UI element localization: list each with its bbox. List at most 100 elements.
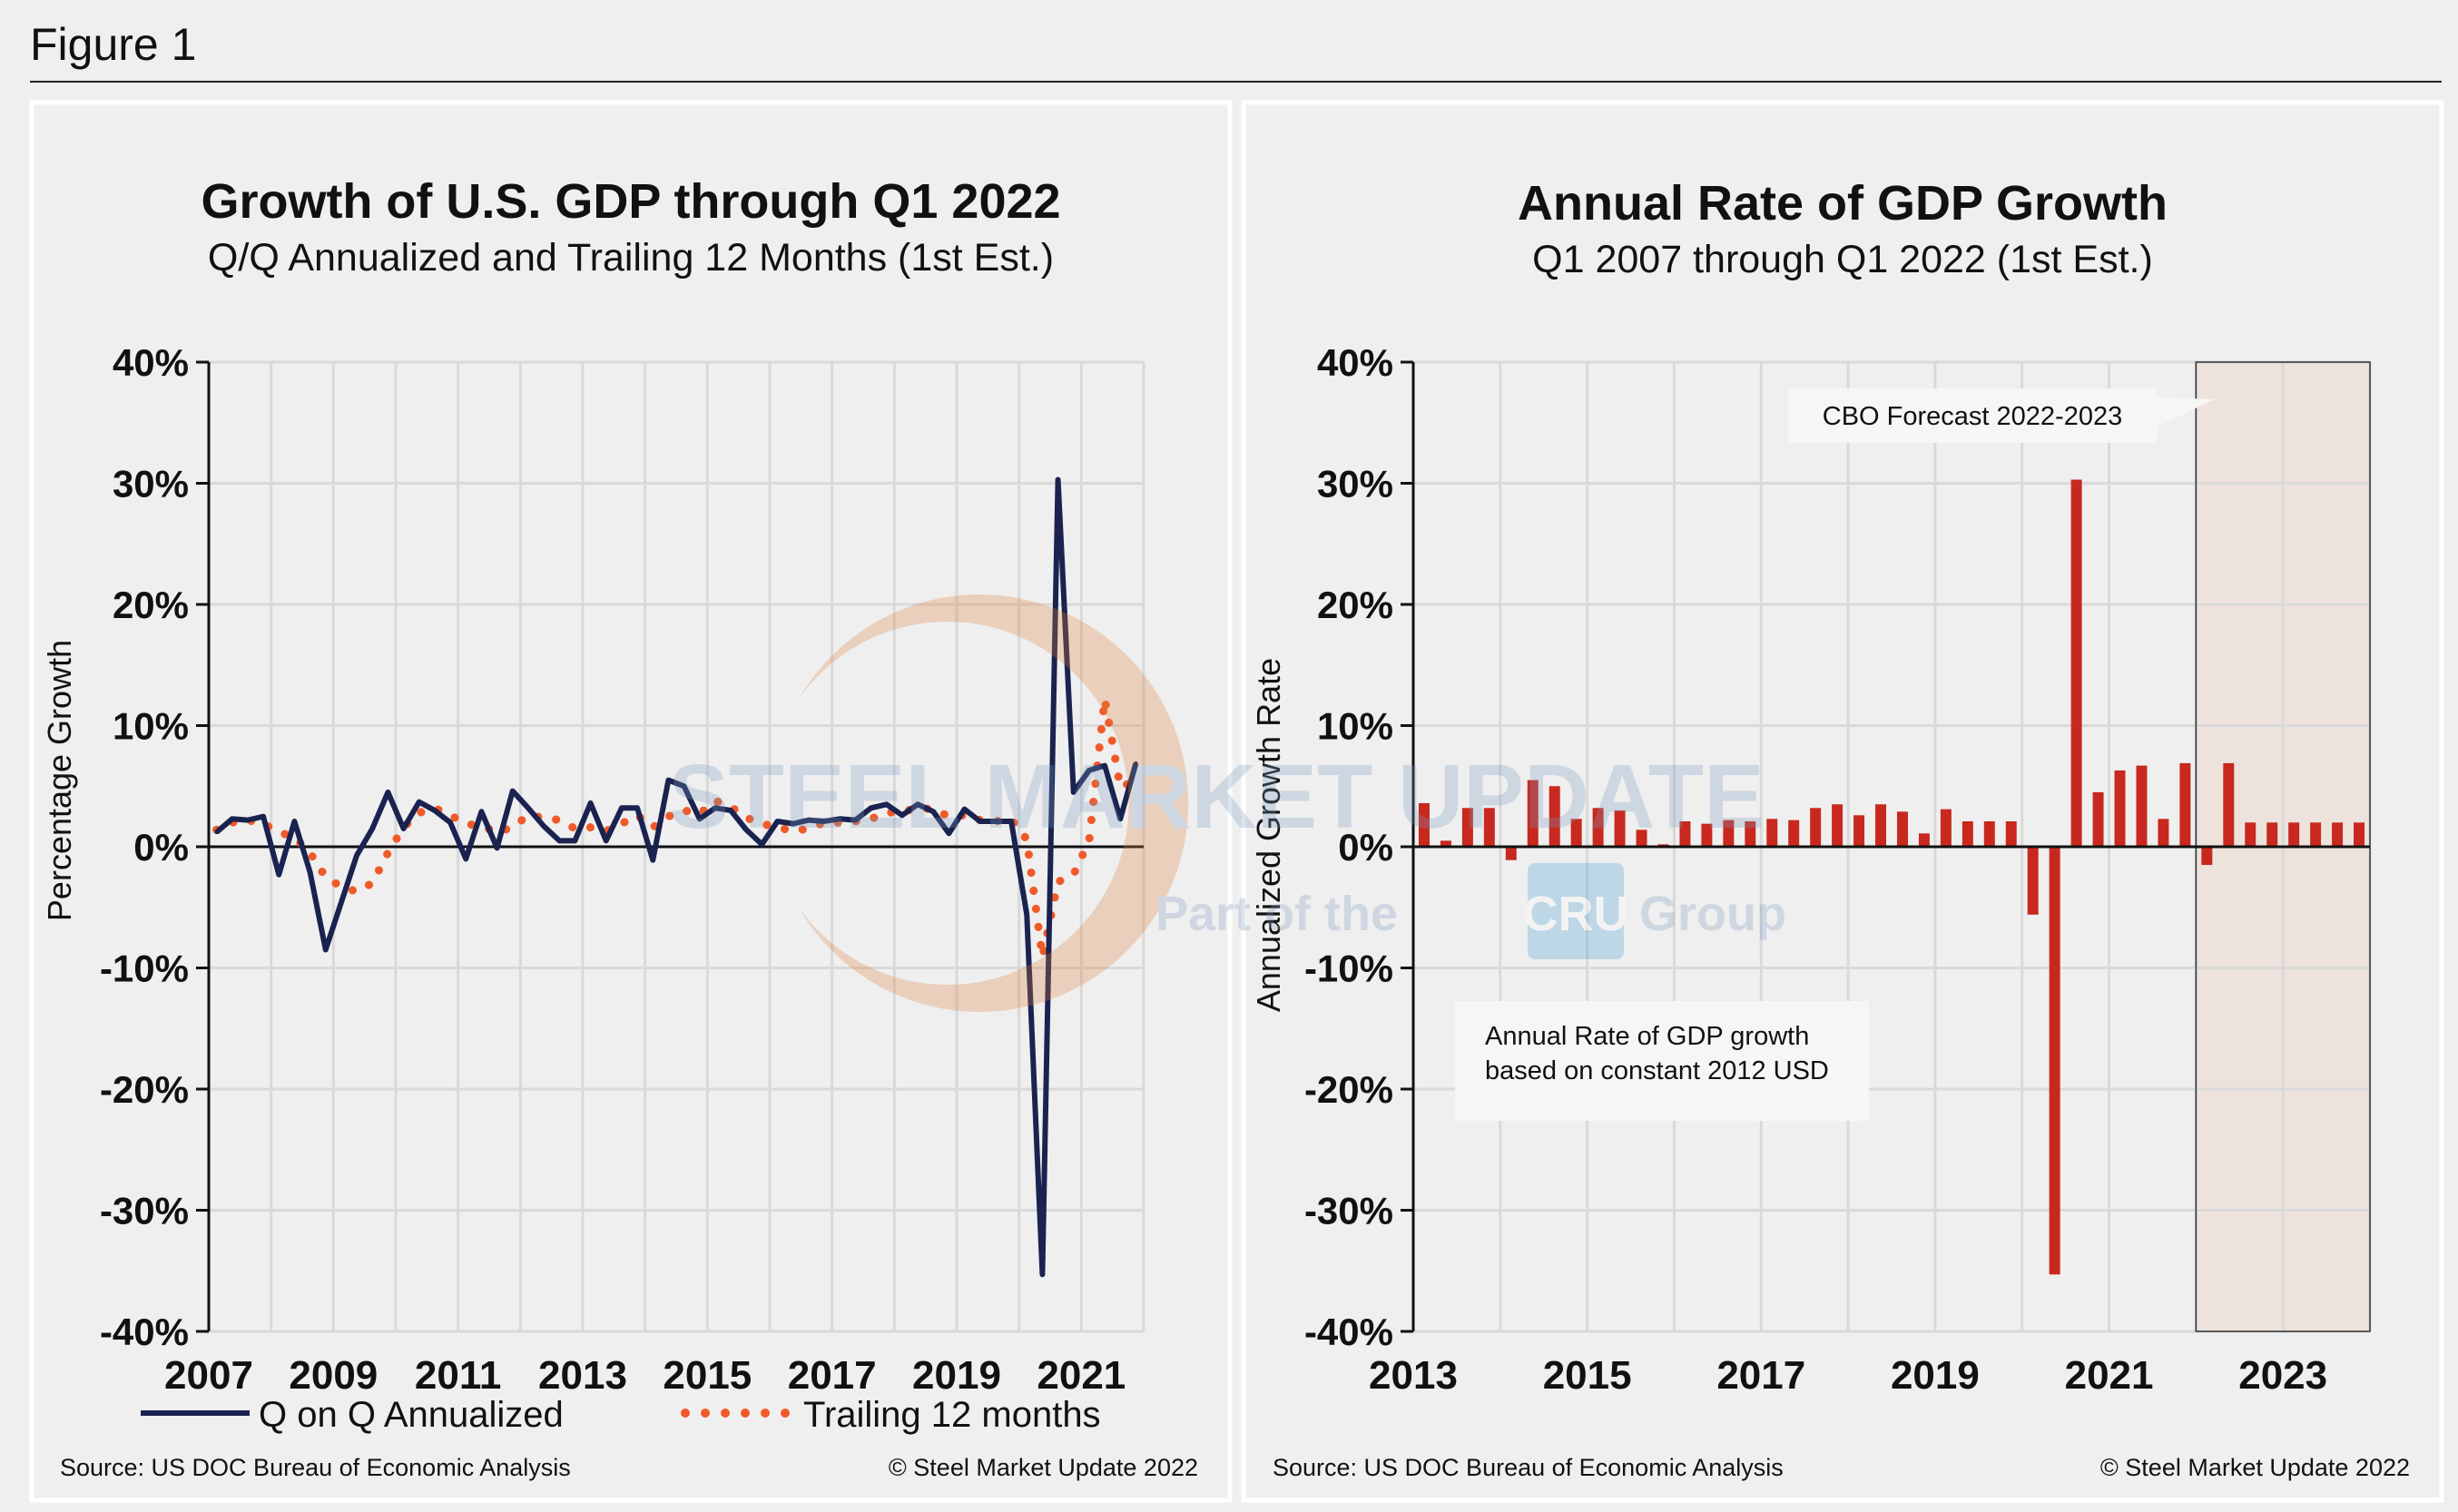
gdp-bar bbox=[1701, 823, 1713, 847]
right-x-tick-label: 2019 bbox=[1891, 1353, 1980, 1398]
qoq-point bbox=[916, 802, 920, 807]
qoq-point bbox=[386, 790, 390, 794]
right-y-tick-label: 10% bbox=[1317, 705, 1393, 748]
qoq-point bbox=[464, 857, 468, 861]
qoq-point bbox=[401, 826, 406, 830]
qoq-point bbox=[619, 806, 624, 810]
gdp-bar bbox=[1505, 847, 1517, 860]
qoq-point bbox=[729, 808, 733, 812]
qoq-point bbox=[417, 800, 421, 804]
qoq-point bbox=[214, 830, 219, 834]
qoq-point bbox=[1086, 768, 1091, 772]
qoq-point bbox=[1118, 817, 1123, 821]
watermark-tagline-pre: Part of the bbox=[1155, 887, 1398, 941]
legend-t12-label: Trailing 12 months bbox=[803, 1395, 1101, 1435]
forecast-callout bbox=[1788, 388, 2157, 443]
right-x-tick-label: 2015 bbox=[1543, 1353, 1632, 1398]
qoq-point bbox=[370, 826, 375, 830]
qoq-point bbox=[697, 817, 702, 821]
gdp-bar bbox=[2092, 791, 2104, 847]
right-panel bbox=[1241, 100, 2444, 1503]
legend-dot bbox=[721, 1409, 730, 1418]
left-copyright: © Steel Market Update 2022 bbox=[889, 1454, 1198, 1481]
right-y-tick-label: -10% bbox=[1304, 947, 1393, 990]
qoq-point bbox=[900, 813, 904, 818]
qoq-point bbox=[869, 806, 873, 810]
legend-dot bbox=[681, 1409, 690, 1418]
gdp-bar bbox=[2049, 847, 2060, 1275]
qoq-point bbox=[230, 817, 234, 821]
gdp-bar bbox=[1853, 815, 1865, 847]
legend-dot bbox=[781, 1409, 790, 1418]
gdp-bar bbox=[2158, 819, 2169, 847]
gdp-bar bbox=[2223, 762, 2235, 847]
qoq-point bbox=[588, 800, 593, 805]
gdp-bar bbox=[1461, 808, 1473, 847]
left-y-tick-label: 20% bbox=[113, 584, 189, 626]
right-x-tick-label: 2017 bbox=[1716, 1353, 1805, 1398]
qoq-point bbox=[1025, 912, 1029, 917]
forecast-callout-pointer bbox=[2157, 398, 2215, 427]
legend-dot bbox=[701, 1409, 710, 1418]
qoq-point bbox=[261, 814, 266, 819]
left-chart-title: Growth of U.S. GDP through Q1 2022 bbox=[201, 174, 1060, 229]
gdp-bar bbox=[1614, 810, 1626, 847]
gdp-bar bbox=[2070, 479, 2082, 847]
left-y-axis-label: Percentage Growth bbox=[41, 640, 78, 921]
qoq-point bbox=[947, 831, 951, 836]
gdp-bar bbox=[2245, 822, 2256, 847]
note-line-1: Annual Rate of GDP growth bbox=[1485, 1022, 1809, 1051]
right-y-tick-label: 30% bbox=[1317, 463, 1393, 506]
gdp-bar bbox=[2005, 820, 2017, 847]
qoq-point bbox=[931, 810, 936, 814]
left-x-tick-label: 2017 bbox=[788, 1353, 877, 1398]
qoq-point bbox=[1009, 819, 1014, 823]
qoq-point bbox=[557, 839, 562, 843]
qoq-point bbox=[1103, 763, 1107, 768]
left-chart-subtitle: Q/Q Annualized and Trailing 12 Months (1… bbox=[208, 236, 1054, 280]
gdp-bar bbox=[1745, 820, 1756, 847]
qoq-point bbox=[822, 819, 827, 823]
left-y-tick-label: 0% bbox=[133, 826, 189, 869]
gdp-bar bbox=[2310, 822, 2322, 847]
gdp-bar bbox=[2027, 847, 2039, 915]
left-y-tick-label: -30% bbox=[100, 1190, 189, 1232]
qoq-point bbox=[775, 819, 780, 823]
right-copyright: © Steel Market Update 2022 bbox=[2100, 1454, 2410, 1481]
watermark: STEEL MARKET UPDATE Part of the CRU Grou… bbox=[668, 594, 1786, 1012]
qoq-point bbox=[1071, 790, 1076, 794]
left-x-tick-label: 2007 bbox=[164, 1353, 253, 1398]
right-x-tick-label: 2013 bbox=[1369, 1353, 1458, 1398]
qoq-point bbox=[245, 818, 250, 822]
gdp-bar bbox=[1527, 780, 1539, 847]
qoq-point bbox=[1134, 761, 1138, 765]
gdp-bar bbox=[2114, 770, 2126, 847]
right-chart-subtitle: Q1 2007 through Q1 2022 (1st Est.) bbox=[1532, 238, 2153, 281]
gdp-bar bbox=[2201, 847, 2213, 866]
gdp-bar bbox=[1766, 819, 1778, 847]
qoq-point bbox=[713, 806, 717, 810]
note-box bbox=[1455, 1001, 1869, 1121]
qoq-point bbox=[1040, 1272, 1045, 1277]
left-source: Source: US DOC Bureau of Economic Analys… bbox=[60, 1454, 571, 1481]
left-x-tick-label: 2013 bbox=[538, 1353, 627, 1398]
qoq-point bbox=[760, 842, 764, 847]
gdp-bar bbox=[1440, 840, 1451, 847]
watermark-tagline-post: Group bbox=[1639, 887, 1786, 941]
qoq-point bbox=[884, 802, 889, 807]
gdp-bar bbox=[1940, 809, 1952, 847]
qoq-point bbox=[542, 824, 546, 829]
left-y-tick-label: -20% bbox=[100, 1068, 189, 1111]
right-y-tick-label: -20% bbox=[1304, 1068, 1393, 1111]
left-y-tick-label: -10% bbox=[100, 947, 189, 990]
qoq-point bbox=[277, 872, 281, 877]
gdp-bar bbox=[1549, 786, 1560, 847]
gdp-bar bbox=[1832, 804, 1844, 847]
gdp-bar bbox=[1570, 819, 1582, 847]
qoq-point bbox=[526, 806, 530, 810]
gdp-bar bbox=[1875, 804, 1887, 847]
watermark-brand: STEEL MARKET UPDATE bbox=[668, 746, 1764, 848]
gdp-bar bbox=[1983, 820, 1995, 847]
legend-dots-swatch bbox=[681, 1409, 790, 1418]
qoq-point bbox=[479, 810, 484, 814]
